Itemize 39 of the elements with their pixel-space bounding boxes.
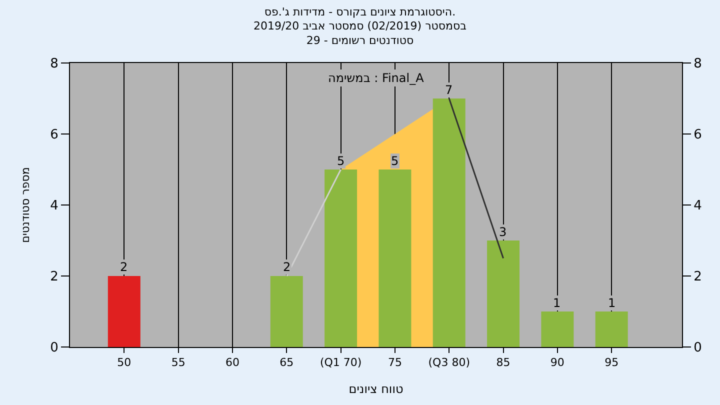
data-label: 2 bbox=[283, 260, 291, 274]
bar bbox=[487, 240, 520, 347]
x-tick-label: (Q3 80) bbox=[428, 356, 470, 370]
x-tick-label: 60 bbox=[225, 356, 240, 370]
data-label: 1 bbox=[608, 296, 616, 310]
y2-tick-label: 0 bbox=[694, 340, 702, 356]
x-tick-label: 65 bbox=[280, 356, 294, 370]
y2-tick-label: 2 bbox=[694, 270, 702, 285]
y-tick-label: 0 bbox=[50, 340, 58, 356]
annotation: במשימה : Final_A bbox=[328, 71, 425, 85]
chart-title: היסטוגרמת ציונים בקורס - מדידות ג'.פס. bbox=[264, 5, 456, 18]
y2-tick-label: 4 bbox=[694, 198, 702, 214]
x-axis-title: טווח ציונים bbox=[348, 382, 404, 396]
y-tick-label: 4 bbox=[50, 198, 58, 214]
x-tick-label: 55 bbox=[171, 356, 186, 370]
y-axis-title: מספר סטודנטים bbox=[18, 167, 32, 243]
x-tick-label: 90 bbox=[550, 356, 564, 370]
x-tick-label: 85 bbox=[496, 356, 510, 370]
x-tick-label: (Q1 70) bbox=[320, 356, 362, 370]
bar bbox=[378, 170, 412, 347]
y-tick-label: 6 bbox=[50, 128, 58, 143]
bar bbox=[270, 276, 303, 347]
data-label: 5 bbox=[391, 154, 399, 168]
data-label: 7 bbox=[445, 83, 453, 97]
data-label: 1 bbox=[553, 296, 561, 310]
y-tick-label: 2 bbox=[50, 270, 58, 285]
data-label: 5 bbox=[337, 154, 345, 168]
data-label: 3 bbox=[499, 225, 507, 239]
y2-tick-label: 8 bbox=[694, 56, 702, 72]
bar bbox=[541, 312, 574, 347]
y2-tick-label: 6 bbox=[694, 128, 702, 143]
bar bbox=[108, 276, 140, 347]
data-label: 2 bbox=[120, 260, 128, 274]
x-tick-label: 75 bbox=[388, 356, 402, 370]
y-tick-label: 8 bbox=[50, 56, 58, 72]
x-tick-label: 50 bbox=[117, 356, 132, 370]
x-tick-label: 95 bbox=[604, 356, 619, 370]
bar bbox=[595, 312, 628, 347]
chart-subtitle: בסמסטר (02/2019) סמסטר אביב 2019/20 סטודנטים רשומים - 29 bbox=[253, 20, 467, 47]
